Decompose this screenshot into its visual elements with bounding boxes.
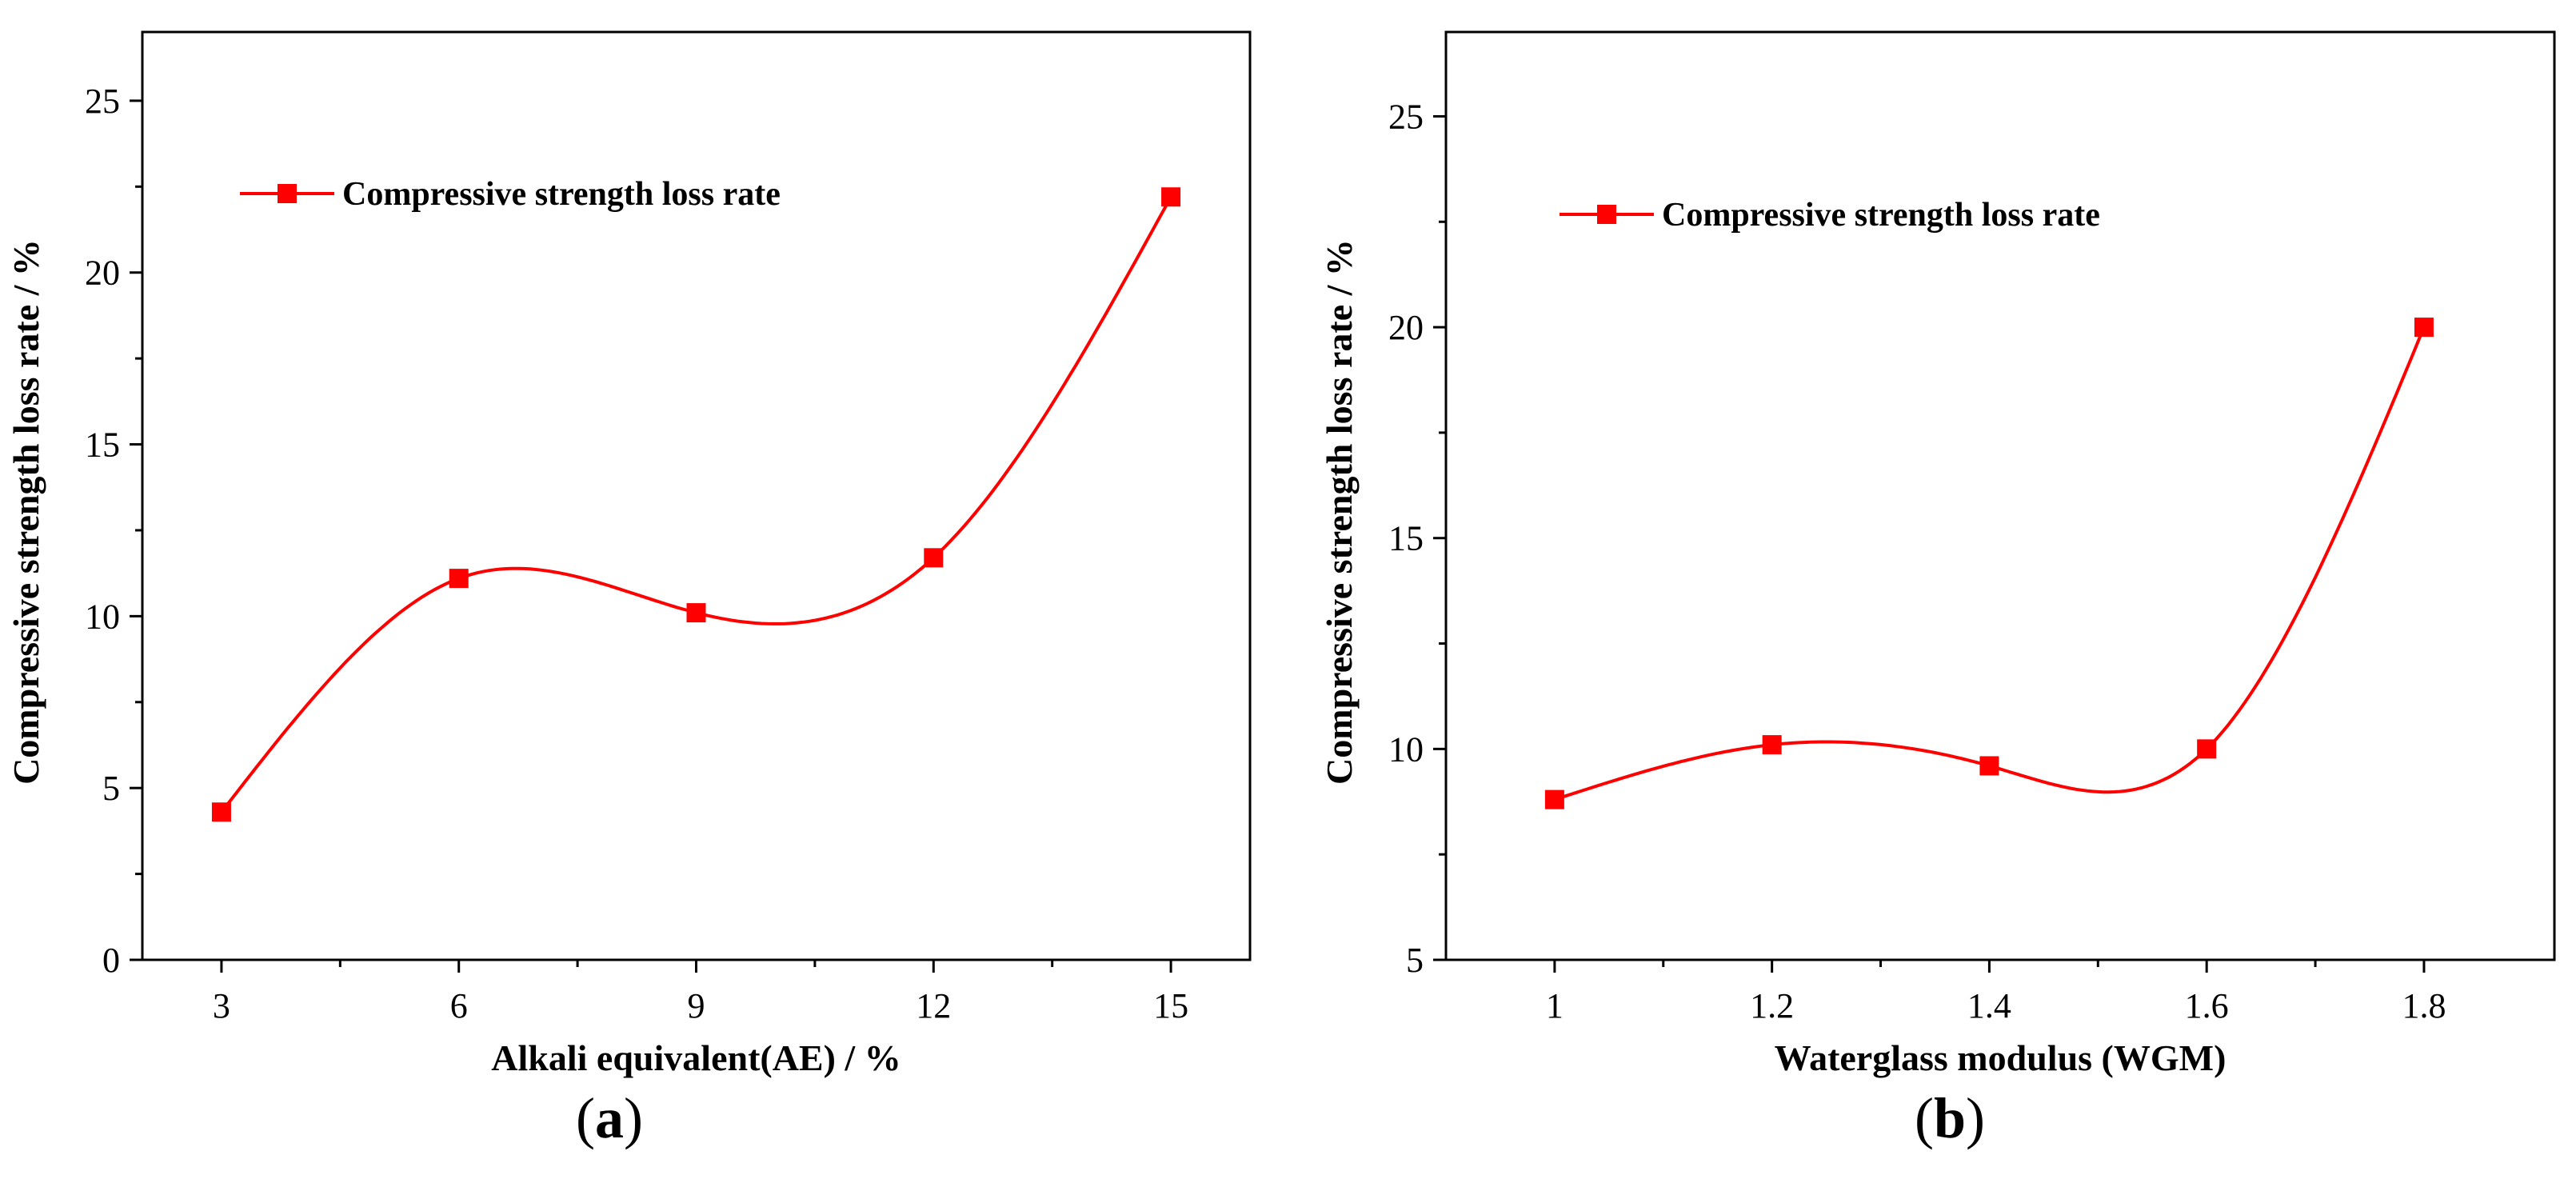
data-point-marker [449,569,469,589]
legend-label: Compressive strength loss rate [342,176,781,213]
chart-panel-b: 5 10 15 20 25 1 1.2 1.4 1.6 1.8 Waterglass modulus… [1319,30,2556,1150]
y-tick-label: 10 [1388,729,1424,769]
legend-label: Compressive strength loss rate [1662,197,2100,234]
panel-caption: (b) [1915,1086,1985,1150]
y-tick-label: 5 [102,769,120,808]
y-tick-label: 20 [1388,308,1424,347]
x-tick-label: 12 [916,986,951,1025]
data-point-marker [2197,739,2217,759]
y-tick-label: 20 [85,254,120,293]
data-point-marker [1979,756,1999,776]
caption-open-paren: ( [576,1086,595,1150]
y-tick-label: 10 [85,597,120,636]
data-point-marker [1544,789,1564,809]
series-line [1554,326,2426,801]
plot-frame [1444,30,2556,961]
y-tick-label: 25 [85,82,120,121]
x-tick-label: 1 [1546,986,1564,1025]
y-tick-label: 25 [1388,97,1424,136]
x-tick-label: 3 [213,986,230,1025]
caption-open-paren: ( [1915,1086,1934,1150]
caption-letter: b [1934,1086,1966,1150]
legend: Compressive strength loss rate [240,176,781,213]
data-point-marker [686,603,706,623]
y-axis-title: Compressive strength loss rate / % [1319,239,1360,785]
y-tick-label: 15 [85,426,120,465]
x-tick-label: 15 [1153,986,1188,1025]
data-point-marker [924,548,944,568]
legend: Compressive strength loss rate [1560,197,2100,234]
caption-close-paren: ) [1966,1086,1985,1150]
y-tick-label: 0 [102,941,120,980]
plot-frame [141,30,1252,961]
chart-panel-a: 0 5 10 15 20 25 3 6 9 12 15 Alkali equivalent(AE) /… [6,30,1252,1150]
legend-marker [1597,205,1616,224]
data-point-marker [2414,318,2434,338]
panel-caption: (a) [576,1086,643,1150]
x-tick-label: 1.8 [2402,986,2446,1025]
y-axis-title: Compressive strength loss rate / % [6,239,46,785]
data-point-marker [1161,187,1181,207]
x-tick-label: 9 [688,986,705,1025]
data-point-marker [211,802,231,822]
data-point-marker [1762,735,1782,755]
caption-letter: a [595,1086,624,1150]
y-tick-label: 5 [1406,941,1424,980]
x-axis-title: Waterglass modulus (WGM) [1775,1037,2227,1078]
x-axis-title: Alkali equivalent(AE) / % [491,1037,901,1078]
y-tick-label: 15 [1388,519,1424,558]
x-tick-label: 1.6 [2185,986,2229,1025]
x-tick-label: 1.2 [1750,986,1794,1025]
legend-marker [278,184,297,203]
x-tick-label: 1.4 [1967,986,2011,1025]
caption-close-paren: ) [624,1086,643,1150]
series-line [220,196,1172,813]
x-tick-label: 6 [450,986,468,1025]
